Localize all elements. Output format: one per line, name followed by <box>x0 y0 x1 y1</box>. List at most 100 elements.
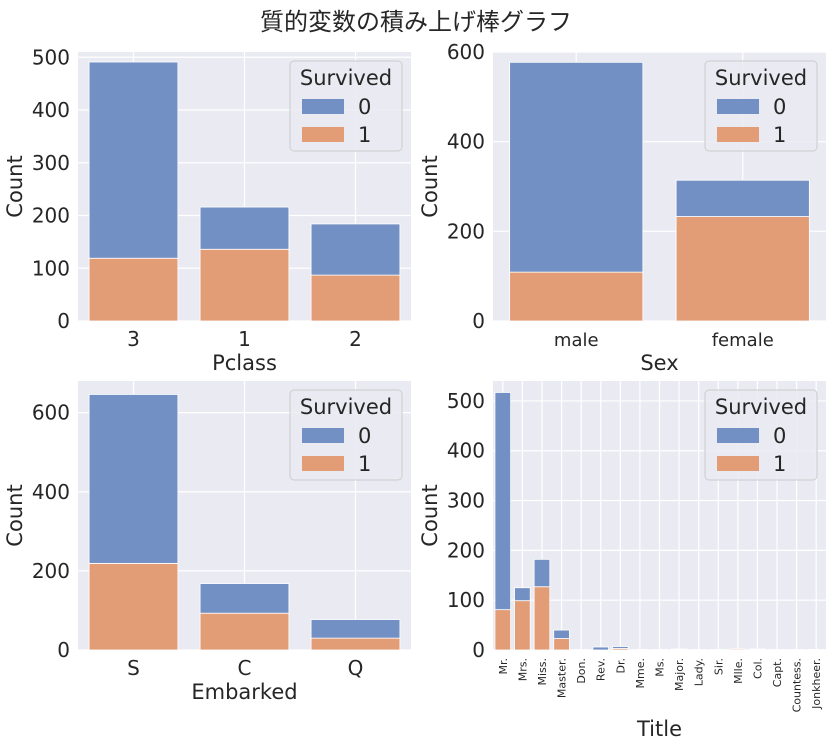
bar-dr-survived-0 <box>612 646 629 649</box>
bar-master-survived-1 <box>553 638 570 651</box>
legend-swatch-1 <box>302 127 344 142</box>
x-tick-label: male <box>554 330 599 351</box>
x-tick-label: Major. <box>673 658 686 691</box>
x-axis-label: Pclass <box>212 351 277 375</box>
legend-label-1: 1 <box>773 123 786 147</box>
bar-mr-survived-0 <box>494 392 512 611</box>
legend: Survived 0 1 <box>289 60 403 152</box>
x-tick-label: Ms. <box>654 658 667 677</box>
bar-mlle-survived-1 <box>729 648 747 651</box>
chart-panel-sex: 0 200 400 600 male female Sex Count Survived 0 1 <box>418 40 826 375</box>
bar-mme-survived-1 <box>631 649 649 651</box>
bar-mr-survived-1 <box>494 609 512 651</box>
x-tick-label: Master. <box>556 658 569 698</box>
x-tick-label: Q <box>348 656 364 680</box>
x-tick-label: Countess. <box>791 658 804 712</box>
x-axis-label: Sex <box>640 351 678 375</box>
bar-2-survived-1 <box>310 274 401 322</box>
y-tick-label: 400 <box>32 98 70 122</box>
bar-jonkheer-survived-0 <box>807 649 825 651</box>
y-axis-label: Count <box>3 484 27 546</box>
bar-major-survived-0 <box>670 648 688 651</box>
x-tick-label: 3 <box>127 327 140 351</box>
bar-col-survived-0 <box>749 648 766 651</box>
y-axis-label: Count <box>3 155 27 217</box>
x-tick-label: 2 <box>349 327 362 351</box>
legend-swatch-1 <box>717 456 759 471</box>
x-tick-label: C <box>238 656 252 680</box>
chart-panel-embarked: 0 200 400 600 S C Q Embarked Count Survived 0 1 <box>3 381 411 704</box>
y-tick-label: 0 <box>472 638 485 662</box>
x-tick-label: Mme. <box>634 658 647 688</box>
y-tick-label: 100 <box>32 256 70 280</box>
y-tick-label: 200 <box>32 559 70 583</box>
figure-title: 質的変数の積み上げ棒グラフ <box>260 8 572 36</box>
legend-title: Survived <box>300 66 392 90</box>
bar-female-survived-0 <box>675 179 810 217</box>
y-tick-label: 0 <box>57 309 70 333</box>
y-tick-label: 200 <box>447 538 485 562</box>
bar-q-survived-0 <box>310 619 401 639</box>
bar-q-survived-1 <box>310 637 401 651</box>
x-tick-label: Don. <box>575 658 588 684</box>
x-tick-label: Col. <box>751 658 764 679</box>
legend: Survived 0 1 <box>289 389 403 481</box>
legend-swatch-0 <box>302 99 344 114</box>
bar-s-survived-1 <box>88 562 179 651</box>
x-tick-label: Mr. <box>497 658 510 675</box>
legend-title: Survived <box>300 395 392 419</box>
x-tick-label: Lady. <box>693 658 706 686</box>
x-tick-label: S <box>127 656 140 680</box>
legend-label-1: 1 <box>358 452 371 476</box>
bar-3-survived-1 <box>88 257 179 322</box>
x-tick-label: Miss. <box>536 658 549 686</box>
bar-3-survived-0 <box>88 61 179 259</box>
legend-label-0: 0 <box>773 95 786 119</box>
legend-swatch-0 <box>717 99 759 114</box>
chart-panel-pclass: 0 100 200 300 400 500 3 1 2 Pclass Count Survived 0 1 <box>3 45 411 375</box>
y-tick-label: 100 <box>447 588 485 612</box>
legend-title: Survived <box>715 66 807 90</box>
bar-miss-survived-1 <box>533 586 551 651</box>
legend: Survived 0 1 <box>704 60 818 152</box>
bar-master-survived-0 <box>553 629 570 639</box>
y-tick-label: 300 <box>447 489 485 513</box>
y-tick-label: 0 <box>57 638 70 662</box>
legend-label-0: 0 <box>358 424 371 448</box>
x-tick-label: Dr. <box>614 658 627 673</box>
legend-label-0: 0 <box>773 424 786 448</box>
bar-mrs-survived-1 <box>514 600 531 651</box>
legend-label-0: 0 <box>358 95 371 119</box>
legend-swatch-1 <box>717 127 759 142</box>
chart-panel-title: 0 100 200 300 400 500 Mr. Mrs. Miss. Master. Don. R… <box>418 381 826 741</box>
y-tick-label: 400 <box>32 480 70 504</box>
y-tick-label: 400 <box>447 439 485 463</box>
legend-title: Survived <box>715 395 807 419</box>
x-tick-label: Mrs. <box>516 658 529 681</box>
bar-don-survived-0 <box>572 649 590 651</box>
bar-1-survived-0 <box>199 206 290 250</box>
bar-rev-survived-0 <box>592 646 609 651</box>
bar-countess-survived-1 <box>788 649 805 651</box>
legend-swatch-0 <box>717 428 759 443</box>
legend-label-1: 1 <box>358 123 371 147</box>
y-tick-label: 400 <box>447 130 485 154</box>
x-tick-label: Mlle. <box>732 658 745 684</box>
y-tick-label: 500 <box>447 389 485 413</box>
x-tick-label: female <box>712 330 774 351</box>
bar-lady-survived-1 <box>690 649 707 651</box>
bar-mrs-survived-0 <box>514 587 531 602</box>
bar-2-survived-0 <box>310 223 401 276</box>
y-tick-label: 300 <box>32 151 70 175</box>
x-tick-label: 1 <box>238 327 251 351</box>
bar-male-survived-1 <box>509 271 644 322</box>
y-axis-label: Count <box>418 484 442 546</box>
x-axis-label: Title <box>636 717 682 741</box>
bar-s-survived-0 <box>88 394 179 564</box>
y-tick-label: 500 <box>32 45 70 69</box>
x-tick-label: Capt. <box>771 658 784 687</box>
legend: Survived 0 1 <box>704 389 818 481</box>
y-tick-label: 600 <box>32 401 70 425</box>
bar-ms-survived-1 <box>651 649 668 651</box>
